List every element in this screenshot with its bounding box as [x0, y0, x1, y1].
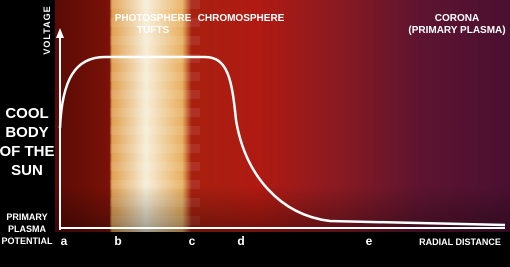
sun-label: COOL — [5, 105, 48, 122]
region-label: PHOTOSPHERE — [115, 13, 192, 24]
y-arrow — [56, 28, 64, 38]
baseline-label: POTENTIAL — [2, 236, 54, 246]
baseline-label: PLASMA — [8, 224, 47, 234]
baseline-label: PRIMARY — [6, 212, 47, 222]
sun-label: OF THE — [0, 143, 55, 160]
point-label: a — [61, 234, 68, 248]
point-label: b — [114, 234, 121, 248]
voltage-curve — [58, 55, 506, 227]
point-label: c — [189, 234, 196, 248]
shade — [55, 0, 510, 232]
sun-label: BODY — [5, 124, 48, 141]
region-label: CORONA — [435, 13, 479, 24]
y-axis-label: VOLTAGE — [42, 5, 52, 54]
region-label: CHROMOSPHERE — [198, 13, 285, 24]
x-axis-label: RADIAL DISTANCE — [419, 237, 501, 247]
region-label: (PRIMARY PLASMA) — [408, 25, 505, 36]
point-label: d — [237, 234, 244, 248]
point-label: e — [366, 234, 373, 248]
region-label: TUFTS — [137, 25, 170, 36]
sun-label: SUN — [11, 162, 43, 179]
